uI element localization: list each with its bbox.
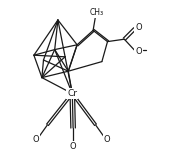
- Text: O: O: [33, 135, 39, 144]
- Text: O: O: [104, 135, 110, 144]
- Text: O: O: [135, 23, 142, 32]
- Text: Cr: Cr: [67, 89, 77, 98]
- Text: O: O: [70, 142, 76, 151]
- Text: O: O: [135, 47, 142, 56]
- Text: CH₃: CH₃: [89, 8, 103, 17]
